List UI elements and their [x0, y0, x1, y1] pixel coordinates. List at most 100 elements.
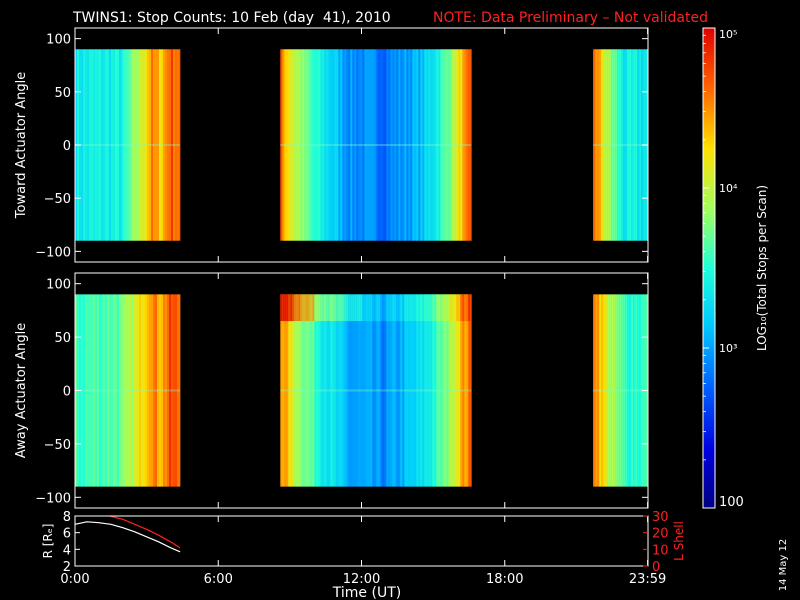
heatmap-column — [388, 49, 391, 241]
heatmap-column — [334, 49, 337, 241]
colorbar-tick-label: 10⁴ — [719, 182, 738, 195]
heatmap-column — [179, 49, 181, 241]
heatmap-column — [408, 294, 411, 487]
heatmap-column — [292, 294, 295, 487]
heatmap-column — [448, 294, 451, 487]
heatmap-column — [141, 49, 144, 241]
heatmap-column — [617, 294, 620, 487]
heatmap-column — [440, 294, 443, 487]
heatmap-column — [396, 294, 399, 487]
heatmap-column — [298, 49, 301, 241]
heatmap-column — [394, 294, 397, 487]
heatmap-column — [388, 294, 391, 487]
heatmap-column — [85, 49, 88, 241]
heatmap-band — [384, 294, 387, 322]
heatmap-column — [629, 294, 632, 487]
heatmap-column — [324, 49, 327, 241]
heatmap-column — [171, 294, 174, 487]
heatmap-column — [462, 294, 465, 487]
heatmap-column — [105, 49, 108, 241]
heatmap-band — [364, 294, 367, 322]
heatmap-column — [288, 49, 291, 241]
heatmap-column — [318, 49, 321, 241]
heatmap-band — [422, 294, 425, 322]
heatmap-column — [137, 294, 140, 487]
heatmap-column — [416, 294, 419, 487]
heatmap-column — [364, 49, 367, 241]
heatmap-column — [123, 294, 126, 487]
heatmap-column — [145, 294, 148, 487]
heatmap-column — [625, 49, 628, 241]
heatmap-column — [314, 49, 317, 241]
heatmap-band — [320, 294, 323, 322]
heatmap-band — [360, 294, 363, 322]
heatmap-band — [456, 294, 459, 322]
heatmap-column — [121, 49, 124, 241]
heatmap-column — [113, 49, 116, 241]
heatmap-column — [286, 49, 289, 241]
heatmap-column — [292, 49, 295, 241]
heatmap-column — [434, 49, 437, 241]
heatmap-column — [155, 294, 158, 487]
y-tick-label: 50 — [54, 331, 71, 346]
heatmap-column — [386, 294, 389, 487]
heatmap-column — [446, 49, 449, 241]
heatmap-column — [595, 49, 598, 241]
heatmap-band — [424, 294, 427, 322]
heatmap-column — [103, 49, 106, 241]
y-axis-label: Toward Actuator Angle — [14, 72, 29, 219]
heatmap-column — [456, 294, 459, 487]
heatmap-column — [330, 49, 333, 241]
heatmap-column — [390, 294, 393, 487]
heatmap-column — [424, 49, 427, 241]
heatmap-column — [348, 294, 351, 487]
heatmap-column — [619, 49, 622, 241]
heatmap-column — [605, 294, 608, 487]
heatmap-column — [302, 49, 305, 241]
heatmap-column — [304, 49, 307, 241]
heatmap-column — [282, 294, 285, 487]
heatmap-column — [466, 294, 469, 487]
heatmap-column — [115, 294, 118, 487]
right-y-tick-label: 20 — [652, 527, 669, 542]
heatmap-column — [111, 49, 114, 241]
heatmap-column — [119, 294, 122, 487]
heatmap-column — [302, 294, 305, 487]
heatmap-band — [458, 294, 461, 322]
heatmap-column — [336, 294, 339, 487]
heatmap-column — [607, 294, 610, 487]
heatmap-column — [366, 294, 369, 487]
preliminary-note: NOTE: Data Preliminary – Not validated — [433, 10, 708, 26]
heatmap-column — [143, 294, 146, 487]
heatmap-band — [434, 294, 437, 322]
heatmap-column — [621, 294, 624, 487]
heatmap-column — [342, 294, 345, 487]
heatmap-column — [627, 294, 630, 487]
heatmap-column — [420, 294, 423, 487]
heatmap-column — [330, 294, 333, 487]
heatmap-column — [352, 294, 355, 487]
heatmap-column — [601, 49, 604, 241]
heatmap-column — [394, 49, 397, 241]
heatmap-column — [639, 49, 642, 241]
heatmap-column — [637, 49, 640, 241]
heatmap-column — [420, 49, 423, 241]
heatmap-column — [422, 49, 425, 241]
x-tick-label: 23:59 — [629, 572, 666, 587]
heatmap-column — [376, 294, 379, 487]
y-tick-label: −100 — [35, 491, 71, 506]
heatmap-column — [113, 294, 116, 487]
heatmap-column — [127, 49, 130, 241]
heatmap-column — [81, 294, 84, 487]
x-tick-label: 0:00 — [60, 572, 89, 587]
heatmap-column — [298, 294, 301, 487]
heatmap-cells — [75, 294, 649, 487]
heatmap-column — [284, 49, 287, 241]
heatmap-column — [306, 49, 309, 241]
heatmap-band — [388, 294, 391, 322]
heatmap-column — [442, 49, 445, 241]
heatmap-column — [428, 49, 431, 241]
heatmap-band — [330, 294, 333, 322]
heatmap-band — [328, 294, 331, 322]
heatmap-column — [448, 49, 451, 241]
